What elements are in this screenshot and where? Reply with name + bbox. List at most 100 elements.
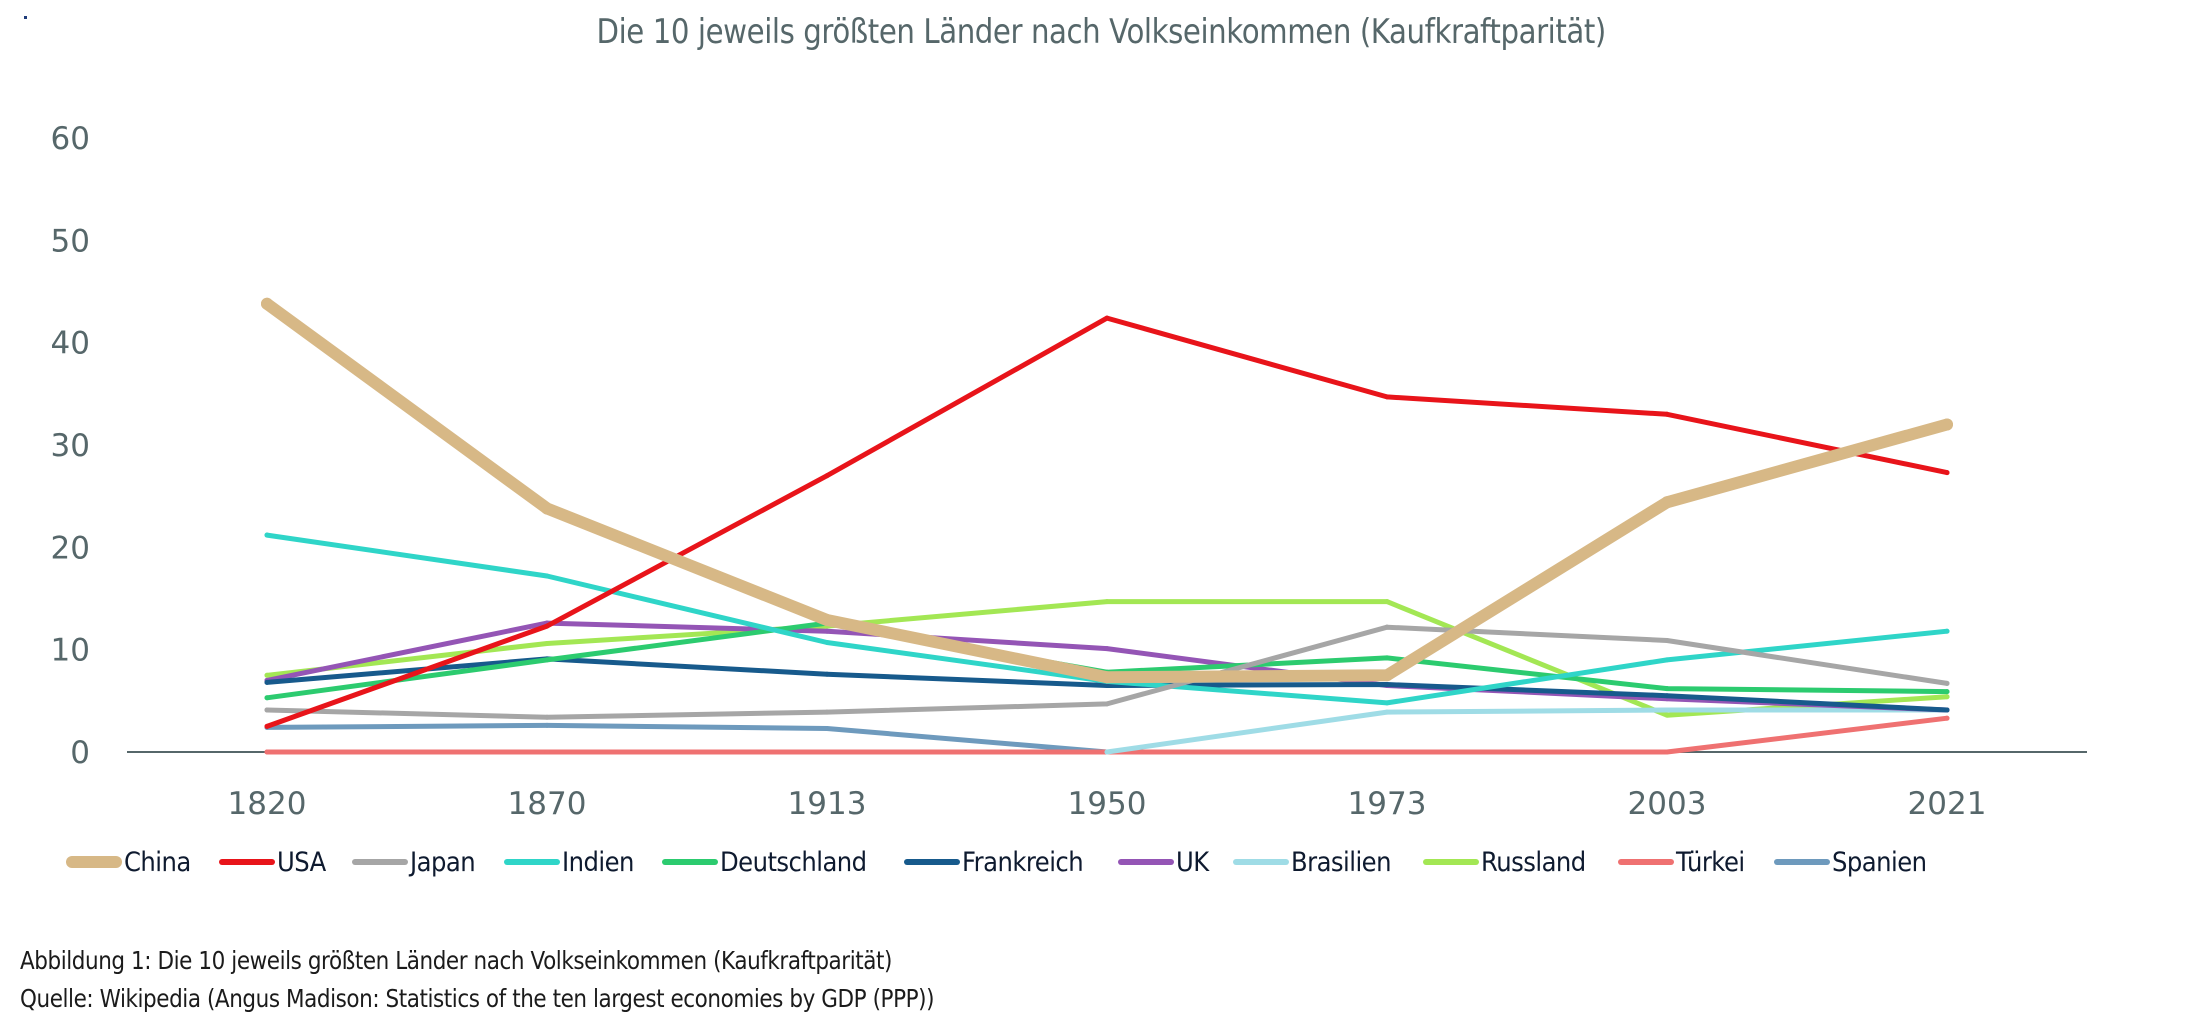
data-point-indien-1913 [824,640,830,646]
data-point-türkei-2021 [1944,715,1950,721]
x-tick-label: 1973 [1348,786,1427,822]
data-point-deutschland-1820 [264,695,270,701]
data-point-china-2021 [1941,418,1953,431]
data-point-türkei-1820 [264,749,270,755]
data-point-indien-1870 [544,573,550,579]
data-point-usa-2003 [1664,411,1670,417]
data-point-china-1913 [821,613,833,626]
legend-label: Türkei [1676,846,1745,878]
legend-item-türkei: Türkei [1618,846,1746,878]
chart-title: Die 10 jeweils größten Länder nach Volks… [596,12,1606,52]
data-point-japan-1820 [264,707,270,713]
legend-swatch [219,859,276,865]
data-point-frankreich-1950 [1104,682,1110,688]
data-point-usa-2021 [1944,470,1950,476]
data-point-china-1820 [261,297,273,310]
legend-swatch [1117,859,1174,865]
data-point-japan-1870 [544,714,550,720]
data-point-frankreich-1913 [824,671,830,677]
data-point-indien-2003 [1664,657,1670,663]
legend-item-russland: Russland [1423,847,1587,878]
data-point-china-1870 [541,502,553,515]
data-point-uk-1913 [824,628,830,634]
series-lines [261,297,1953,755]
legend-swatch [66,856,122,868]
x-tick-label: 1820 [228,786,307,822]
data-point-spanien-1870 [544,722,550,728]
x-axis-ticks: 1820 1870 1913 1950 1973 2003 2021 [228,786,1987,822]
data-point-china-1973 [1381,669,1393,682]
data-point-brasilien-1973 [1384,709,1390,715]
y-tick-label: 40 [51,326,90,362]
data-point-usa-1973 [1384,394,1390,400]
legend: China USA Japan Indien Deutschland Frankreich… [66,842,1958,882]
data-point-russland-1973 [1384,599,1390,605]
data-point-russland-2003 [1664,712,1670,718]
data-point-brasilien-1950 [1104,749,1110,755]
legend-label: USA [277,846,326,878]
data-point-brasilien-2003 [1664,707,1670,713]
x-tick-label: 2003 [1628,786,1707,822]
legend-swatch [1423,859,1480,865]
data-point-frankreich-1973 [1384,681,1390,687]
source-caption: Quelle: Wikipedia (Angus Madison: Statis… [20,984,935,1013]
data-point-russland-1950 [1104,599,1110,605]
y-tick-label: 30 [51,428,90,464]
data-point-deutschland-1973 [1384,655,1390,661]
legend-item-spanien: Spanien [1773,846,1927,878]
legend-item-deutschland: Deutschland [662,847,873,878]
data-point-japan-1913 [824,709,830,715]
legend-label: Brasilien [1291,846,1392,878]
x-tick-label: 1913 [788,786,867,822]
data-point-russland-2021 [1944,694,1950,700]
data-point-usa-1950 [1104,315,1110,321]
figure-caption: Abbildung 1: Die 10 jeweils größten Länd… [20,946,892,975]
data-point-russland-1820 [264,672,270,678]
data-point-deutschland-2021 [1944,689,1950,695]
data-point-deutschland-1870 [544,657,550,663]
data-point-usa-1820 [264,723,270,729]
line-chart: 0 10 20 30 40 50 60 1820 1870 1913 1950 1973 2003 20… [51,121,2087,822]
data-point-china-2003 [1661,496,1673,509]
data-point-türkei-1973 [1384,749,1390,755]
data-point-deutschland-2003 [1664,686,1670,692]
data-point-japan-2021 [1944,680,1950,686]
legend-swatch [904,859,961,865]
y-tick-label: 10 [51,633,90,669]
legend-label: Japan [410,846,476,878]
legend-swatch [1618,859,1675,865]
data-point-frankreich-2003 [1664,693,1670,699]
data-point-spanien-1913 [824,725,830,731]
data-point-usa-1913 [824,473,830,479]
legend-label: Indien [561,846,634,878]
data-point-japan-2003 [1664,637,1670,643]
corner-dot [24,16,27,19]
legend-swatch [1233,859,1290,865]
data-point-russland-1870 [544,641,550,647]
y-tick-label: 20 [51,530,90,566]
x-tick-label: 2021 [1908,786,1987,822]
series-line-spanien [264,722,1110,755]
data-point-china-1950 [1101,671,1113,684]
y-tick-label: 0 [70,735,90,771]
legend-swatch [503,859,560,865]
data-point-türkei-2003 [1664,749,1670,755]
data-point-türkei-1913 [824,749,830,755]
legend-item-indien: Indien [503,846,634,878]
legend-item-brasilien: Brasilien [1233,847,1392,878]
data-point-frankreich-2021 [1944,707,1950,713]
legend-item-uk: UK [1117,847,1209,878]
x-tick-label: 1950 [1068,786,1147,822]
data-point-indien-1973 [1384,700,1390,706]
legend-label: Deutschland [720,846,867,878]
data-point-japan-1950 [1104,701,1110,707]
y-tick-label: 50 [51,223,90,259]
legend-label: China [124,846,191,878]
legend-item-china: China [66,846,191,878]
data-point-usa-1870 [544,623,550,629]
legend-item-usa: USA [219,847,326,878]
legend-item-japan: Japan [352,846,476,878]
legend-label: Spanien [1831,846,1927,878]
series-line-brasilien [1104,707,1950,755]
legend-label: Russland [1481,846,1586,878]
